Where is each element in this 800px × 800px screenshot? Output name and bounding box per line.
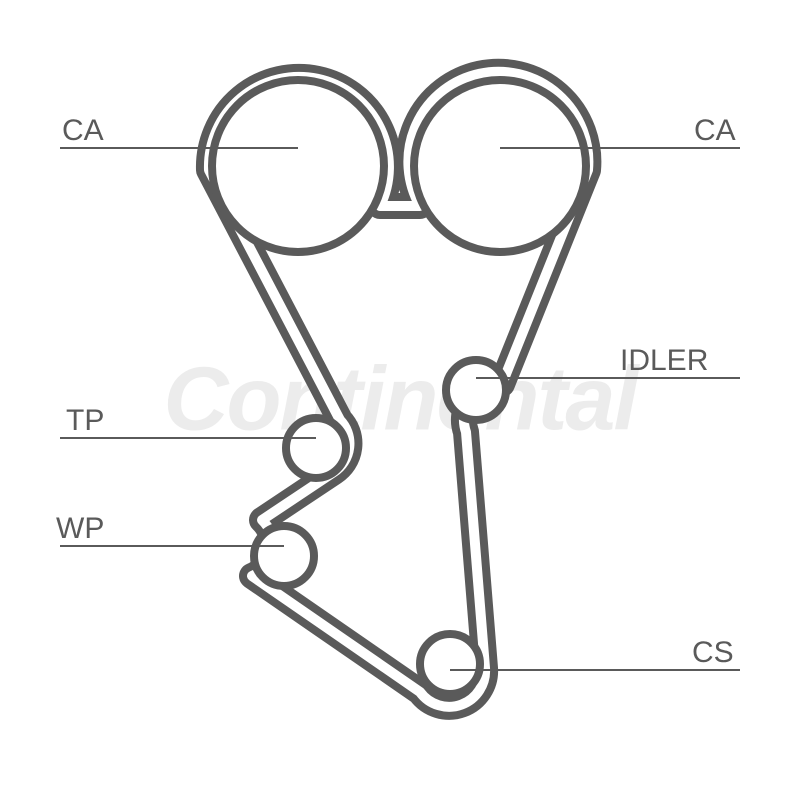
label-ca-right: CA <box>694 114 736 148</box>
pulley-idler <box>446 360 506 420</box>
label-ca-left: CA <box>62 114 104 148</box>
label-wp: WP <box>56 512 104 546</box>
pulley-wp <box>254 526 314 586</box>
pulley-ca-right <box>414 80 586 252</box>
belt-diagram <box>0 0 800 800</box>
pulley-ca-left <box>212 80 384 252</box>
label-idler: IDLER <box>620 344 708 378</box>
pulley-tp <box>286 418 346 478</box>
pulley-cs <box>420 634 480 694</box>
label-cs: CS <box>692 636 734 670</box>
label-tp: TP <box>66 404 104 438</box>
